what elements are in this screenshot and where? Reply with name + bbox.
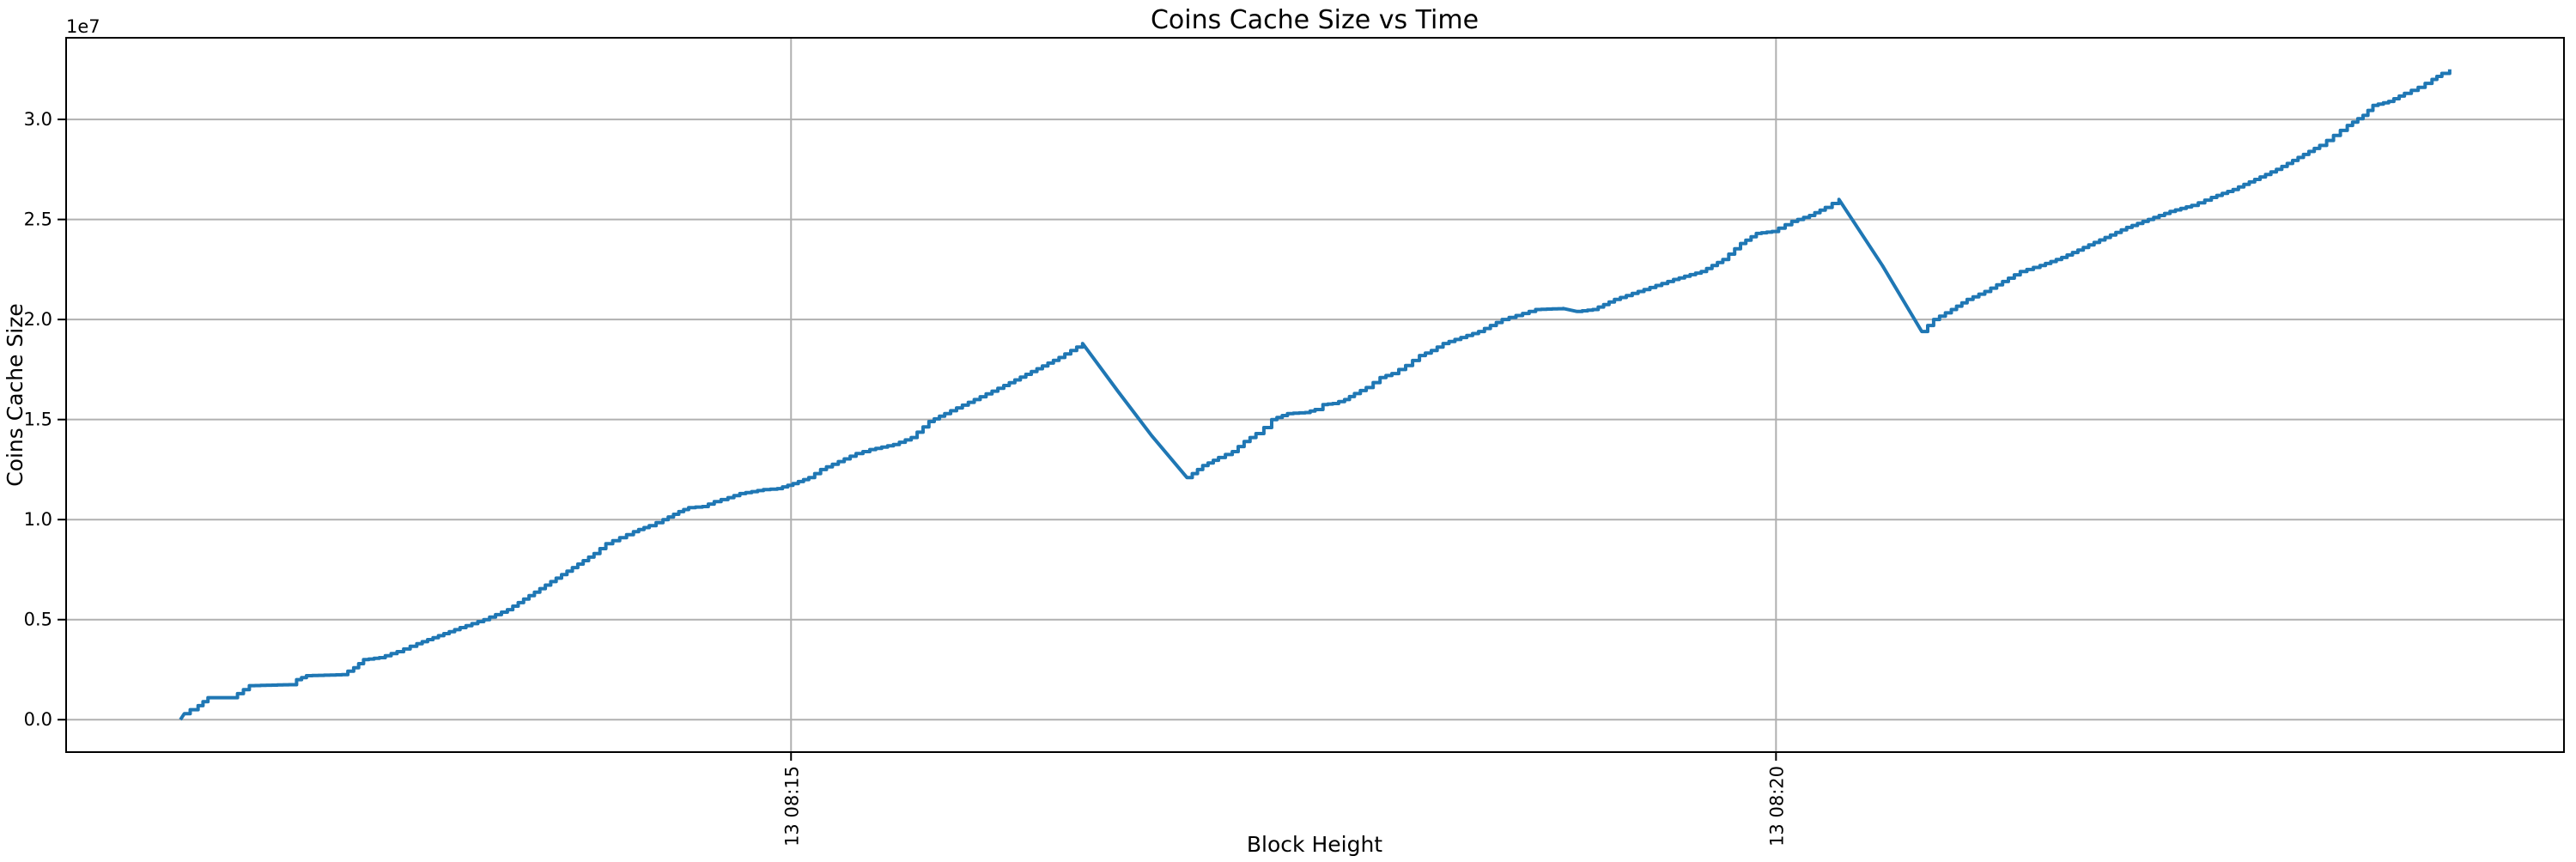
y-axis-label: Coins Cache Size [3, 303, 27, 487]
chart-title: Coins Cache Size vs Time [1151, 5, 1479, 35]
plot-background [66, 38, 2564, 752]
x-tick-label: 13 08:15 [781, 766, 802, 847]
y-tick-label: 2.5 [24, 209, 52, 230]
y-tick-label: 0.0 [24, 709, 52, 730]
y-tick-label: 0.5 [24, 610, 52, 630]
y-tick-label: 1.5 [24, 410, 52, 430]
x-axis-label: Block Height [1247, 832, 1382, 857]
grid-layer [66, 38, 2564, 752]
series-line-coins_cache_size [179, 69, 2451, 721]
tick-label-layer: 0.0 0.5 1.0 1.5 2.0 2.5 3.0 13 08:15 13 08:20 [24, 109, 1788, 847]
plot-spines [65, 37, 2565, 753]
series-layer [179, 69, 2451, 721]
y-axis-offset-label: 1e7 [66, 16, 100, 37]
y-tick-label: 2.0 [24, 309, 52, 330]
y-tick-label: 1.0 [24, 509, 52, 530]
y-tick-label: 3.0 [24, 109, 52, 130]
axes-layer [58, 37, 2565, 761]
x-tick-label: 13 08:20 [1766, 766, 1787, 847]
